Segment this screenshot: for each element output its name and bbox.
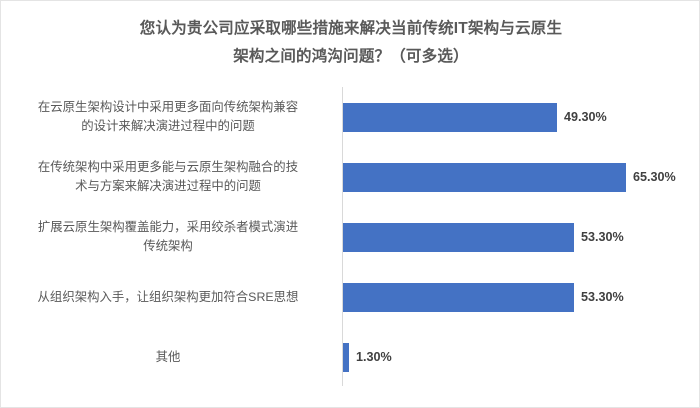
plot-area: 在云原生架构设计中采用更多面向传统架构兼容 的设计来解决演进过程中的问题 49.…: [1, 87, 699, 387]
bar-group: 65.30%: [343, 147, 676, 207]
bar-row: 扩展云原生架构覆盖能力，采用绞杀者模式演进 传统架构 53.30%: [1, 207, 699, 267]
bar-value-label: 65.30%: [633, 170, 676, 184]
bar-row: 其他 1.30%: [1, 327, 699, 387]
category-label: 从组织架构入手，让组织架构更加符合SRE思想: [37, 290, 299, 304]
category-label: 在云原生架构设计中采用更多面向传统架构兼容 的设计来解决演进过程中的问题: [37, 100, 299, 133]
bar-row: 在传统架构中采用更多能与云原生架构融合的技 术与方案来解决演进过程中的问题 65…: [1, 147, 699, 207]
bar[interactable]: [343, 342, 349, 372]
bar-group: 53.30%: [343, 267, 624, 327]
bar[interactable]: [343, 222, 574, 252]
bar-value-label: 53.30%: [581, 290, 624, 304]
bar-row: 在云原生架构设计中采用更多面向传统架构兼容 的设计来解决演进过程中的问题 49.…: [1, 87, 699, 147]
category-label: 其他: [155, 350, 181, 364]
category-label: 在传统架构中采用更多能与云原生架构融合的技 术与方案来解决演进过程中的问题: [37, 160, 299, 193]
bar-value-label: 1.30%: [356, 350, 392, 364]
bar[interactable]: [343, 102, 557, 132]
bar-row: 从组织架构入手，让组织架构更加符合SRE思想 53.30%: [1, 267, 699, 327]
bar[interactable]: [343, 162, 626, 192]
bar-value-label: 53.30%: [581, 230, 624, 244]
bar-value-label: 49.30%: [564, 110, 607, 124]
bar-group: 53.30%: [343, 207, 624, 267]
bar-group: 49.30%: [343, 87, 607, 147]
chart-title: 您认为贵公司应采取哪些措施来解决当前传统IT架构与云原生 架构之间的鸿沟问题？（…: [139, 20, 563, 65]
bar-group: 1.30%: [343, 327, 392, 387]
bar[interactable]: [343, 282, 574, 312]
category-label: 扩展云原生架构覆盖能力，采用绞杀者模式演进 传统架构: [37, 220, 299, 253]
value-axis-line: [342, 87, 343, 386]
